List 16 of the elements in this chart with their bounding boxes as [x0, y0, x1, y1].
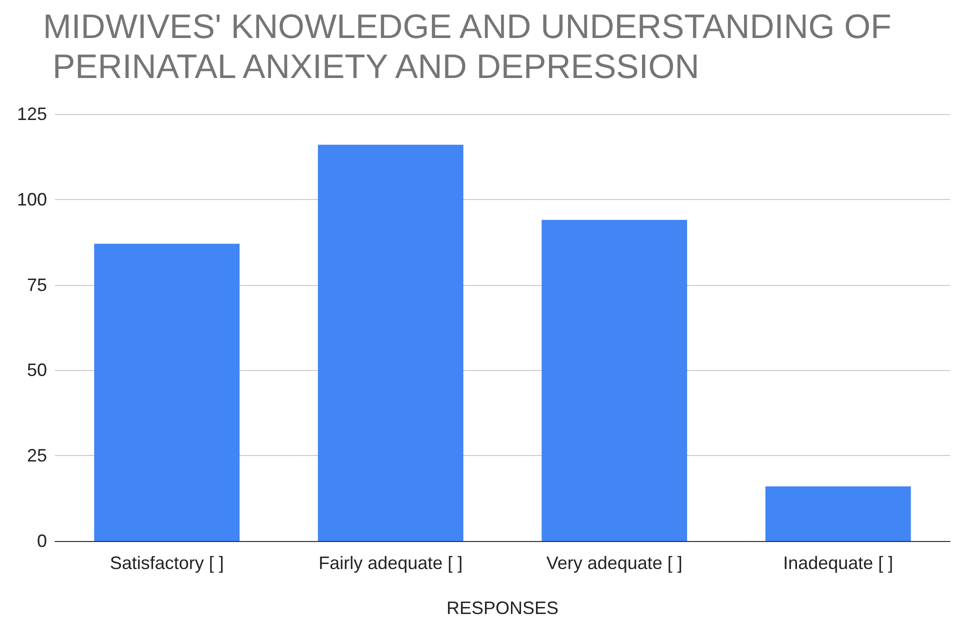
- x-axis-title: RESPONSES: [446, 598, 559, 618]
- bar: [318, 144, 464, 541]
- bar: [765, 486, 911, 541]
- y-tick-label: 125: [16, 104, 47, 124]
- x-tick-label: Fairly adequate [ ]: [318, 553, 463, 573]
- y-tick-label: 75: [26, 274, 47, 295]
- x-tick-label: Inadequate [ ]: [783, 553, 894, 573]
- x-tick-label: Satisfactory [ ]: [110, 553, 224, 573]
- y-tick-label: 0: [36, 531, 47, 551]
- bar: [94, 244, 240, 541]
- y-tick-label: 100: [16, 189, 47, 210]
- bar: [542, 220, 688, 541]
- y-tick-label: 50: [26, 360, 47, 380]
- chart-title: MIDWIVES' KNOWLEDGE AND UNDERSTANDING OF PERINATAL ANXIETY AND DEPRESSION: [43, 8, 892, 86]
- x-tick-label: Very adequate [ ]: [546, 553, 682, 573]
- y-tick-label: 25: [26, 446, 47, 466]
